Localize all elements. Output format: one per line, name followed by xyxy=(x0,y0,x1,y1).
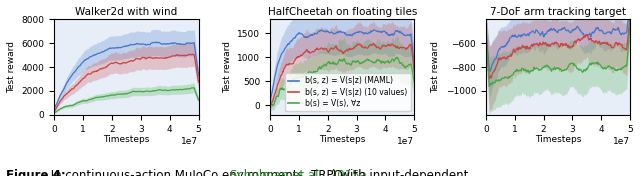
X-axis label: Timesteps: Timesteps xyxy=(535,135,581,144)
Text: 1e7: 1e7 xyxy=(613,137,630,146)
Title: HalfCheetah on floating tiles: HalfCheetah on floating tiles xyxy=(268,7,417,17)
Text: Figure 4:: Figure 4: xyxy=(6,169,66,176)
Text: Schulman et al., 2015a: Schulman et al., 2015a xyxy=(230,169,367,176)
Title: 7-DoF arm tracking target: 7-DoF arm tracking target xyxy=(490,7,626,17)
Legend: b(s, z) = V(s|z) (MAML), b(s, z) = V(s|z) (10 values), b(s) = V(s), ∀z: b(s, z) = V(s|z) (MAML), b(s, z) = V(s|z… xyxy=(285,73,410,111)
Title: Walker2d with wind: Walker2d with wind xyxy=(76,7,177,17)
Text: In continuous-action MuJoCo environments, TRPO (: In continuous-action MuJoCo environments… xyxy=(47,169,351,176)
Text: 1e7: 1e7 xyxy=(181,137,198,146)
X-axis label: Timesteps: Timesteps xyxy=(103,135,150,144)
Text: ) with input-dependent: ) with input-dependent xyxy=(332,169,468,176)
Text: 1e7: 1e7 xyxy=(397,137,414,146)
Y-axis label: Test reward: Test reward xyxy=(223,41,232,93)
Y-axis label: Test reward: Test reward xyxy=(431,41,440,93)
X-axis label: Timesteps: Timesteps xyxy=(319,135,365,144)
Y-axis label: Test reward: Test reward xyxy=(7,41,16,93)
